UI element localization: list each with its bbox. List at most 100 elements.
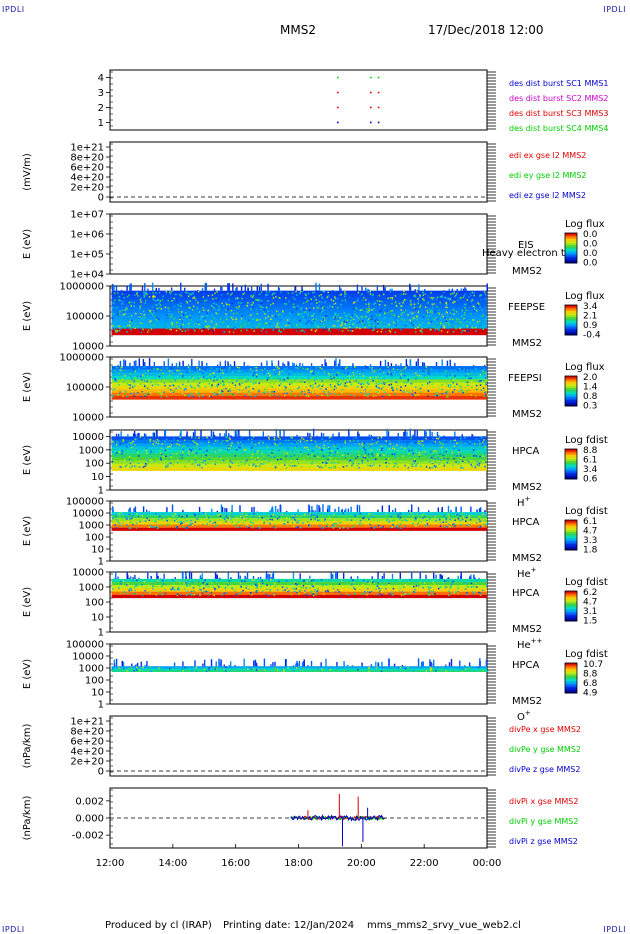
spectrogram-speck	[228, 389, 231, 391]
spectrogram-speck	[294, 519, 297, 521]
spectrogram-speck	[206, 437, 208, 439]
spectrogram-speck	[400, 293, 402, 296]
spectrogram-speck	[134, 371, 137, 373]
spectrogram-speck	[327, 306, 329, 309]
spectrogram-speck	[165, 291, 168, 293]
spectrogram-speck	[186, 445, 189, 447]
spectrogram-speck	[385, 581, 388, 583]
spectrogram-speck	[341, 330, 344, 332]
spectrogram-speck	[208, 455, 210, 457]
spectrogram-speck	[341, 323, 343, 326]
spectrogram-speck	[403, 290, 405, 293]
spectrogram-speck	[118, 451, 121, 453]
spectrogram-speck	[388, 329, 391, 332]
spectrogram-fringe	[179, 432, 181, 437]
spectrogram-speck	[471, 299, 474, 301]
spectrogram-fringe	[323, 433, 325, 437]
spectrogram-speck	[141, 594, 144, 596]
spectrogram-speck	[356, 308, 358, 310]
spectrogram-fringe	[294, 286, 297, 291]
spectrogram-speck	[470, 313, 472, 315]
spectrogram-speck	[263, 367, 266, 370]
spectrogram-speck	[461, 460, 464, 463]
spectrogram-speck	[173, 588, 175, 591]
spectrogram-fringe	[414, 430, 416, 437]
spectrogram-speck	[455, 305, 458, 307]
colorbar-title: Log flux	[565, 362, 605, 373]
spectrogram-speck	[382, 389, 384, 391]
spectrogram-speck	[399, 512, 401, 515]
spectrogram-speck	[126, 453, 128, 455]
spectrogram-speck	[314, 518, 316, 520]
spectrogram-speck	[475, 388, 478, 391]
spectrogram-speck	[268, 460, 270, 463]
spectrogram-speck	[451, 585, 453, 588]
spectrogram-speck	[419, 375, 421, 377]
spectrogram-speck	[417, 388, 420, 391]
spectrogram-speck	[273, 582, 276, 585]
spectrogram-speck	[333, 319, 335, 322]
spectrogram-speck	[299, 319, 301, 322]
spectrogram-fringe	[478, 508, 481, 513]
spectrogram-speck	[345, 301, 347, 303]
colorbar-swatch	[565, 404, 577, 407]
spectrogram-speck	[158, 307, 160, 309]
spectrogram-speck	[262, 310, 265, 313]
spectrogram-fringe	[163, 361, 165, 367]
spectrogram-speck	[182, 448, 185, 451]
spectrogram-speck	[189, 314, 191, 317]
spectrogram-speck	[478, 450, 480, 453]
spectrogram-fringe	[447, 505, 450, 513]
spectrogram-speck	[417, 298, 419, 300]
spectrogram-speck	[389, 440, 391, 443]
spectrogram-speck	[429, 467, 431, 469]
spectrogram-speck	[485, 298, 488, 301]
spectrogram-speck	[290, 313, 292, 316]
spectrogram-speck	[128, 322, 130, 324]
spectrogram-speck	[159, 457, 162, 459]
spectrogram-speck	[344, 380, 347, 382]
spectrogram-speck	[470, 371, 472, 373]
spectrogram-speck	[431, 303, 433, 305]
spectrogram-speck	[155, 441, 158, 444]
spectrogram-fringe	[326, 509, 329, 513]
spectrogram-speck	[264, 323, 266, 325]
spectrogram-fringe	[417, 507, 420, 513]
spectrogram-speck	[154, 460, 156, 463]
spectrogram-speck	[308, 307, 311, 309]
spectrogram-speck	[474, 373, 476, 376]
spectrogram-speck	[463, 317, 465, 320]
spectrogram-speck	[129, 392, 132, 395]
spectrogram-speck	[260, 463, 263, 465]
spectrogram-speck	[376, 379, 378, 382]
spectrogram-speck	[237, 297, 239, 300]
spectrogram-speck	[145, 293, 147, 295]
spectrogram-fringe	[219, 361, 221, 367]
spectrogram-speck	[459, 516, 461, 519]
colorbar-swatch	[565, 465, 577, 468]
spectrogram-speck	[249, 368, 252, 370]
spectrogram-speck	[387, 370, 389, 372]
spectrogram-fringe	[258, 286, 261, 291]
panel-frame	[109, 213, 488, 275]
spectrogram-speck	[170, 381, 173, 383]
spectrogram-speck	[137, 444, 140, 446]
spectrogram-speck	[237, 301, 240, 304]
spectrogram-speck	[373, 582, 375, 584]
spectrogram-speck	[272, 526, 275, 528]
instrument-label: FEEPSE	[508, 302, 545, 313]
spectrogram-speck	[329, 452, 331, 454]
spectrogram-speck	[116, 292, 119, 294]
spectrogram-speck	[253, 381, 256, 384]
spectrogram-speck	[145, 518, 147, 521]
spectrogram-fringe	[395, 363, 397, 367]
spectrogram-speck	[447, 298, 449, 300]
spectrogram-speck	[166, 465, 169, 468]
spectrogram-speck	[176, 593, 179, 595]
spectrogram-speck	[389, 310, 392, 313]
spectrogram-speck	[220, 368, 222, 370]
spectrogram-speck	[323, 328, 325, 331]
spectrogram-speck	[308, 309, 311, 312]
spectrogram-speck	[385, 440, 388, 442]
spectrogram-speck	[390, 317, 392, 319]
